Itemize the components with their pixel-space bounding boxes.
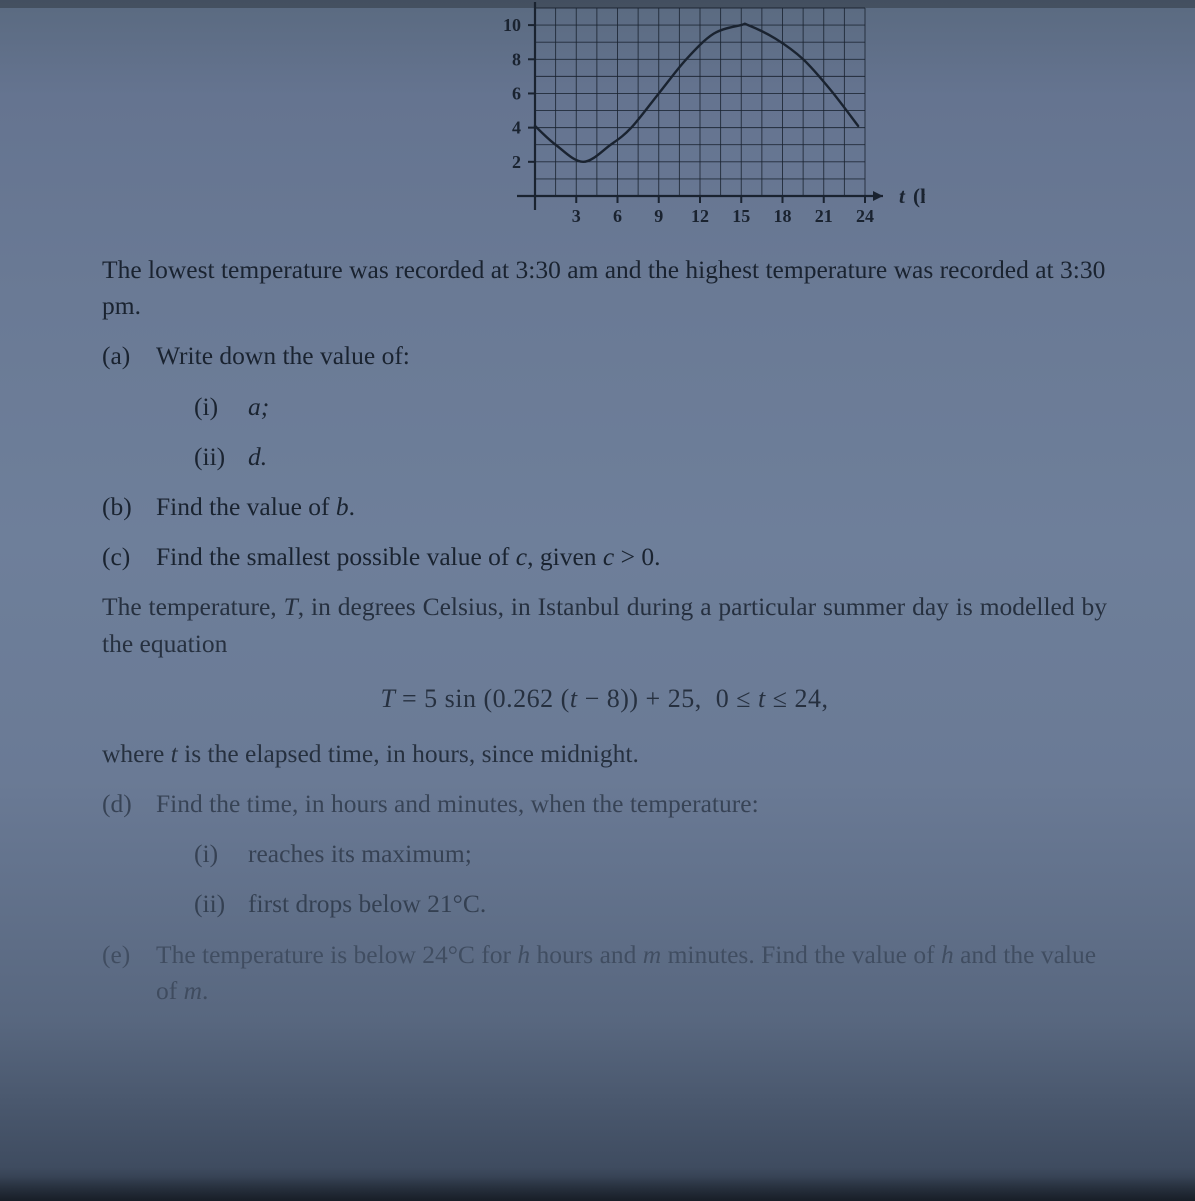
part-d-text: Find the time, in hours and minutes, whe… [156, 786, 759, 822]
intro-text: The lowest temperature was recorded at 3… [102, 252, 1107, 324]
part-b-label: (b) [102, 492, 156, 522]
svg-text:15: 15 [732, 206, 750, 226]
part-d-i: (i) reaches its maximum; [102, 836, 1107, 872]
svg-text:9: 9 [654, 206, 663, 226]
part-c-label: (c) [102, 542, 156, 572]
svg-text:6: 6 [613, 206, 622, 226]
part-a-ii-label: (ii) [194, 442, 248, 472]
svg-text:t: t [899, 184, 906, 208]
svg-text:(hours): (hours) [913, 184, 925, 208]
page-content: 3691215182124246810t(hours) The lowest t… [0, 0, 1195, 1201]
part-d-ii-text: first drops below 21°C. [248, 886, 486, 922]
part-a-ii: (ii) d. [102, 439, 1107, 475]
part-d-i-label: (i) [194, 839, 248, 869]
svg-text:8: 8 [512, 49, 521, 69]
svg-text:24: 24 [856, 206, 874, 226]
part-e: (e) The temperature is below 24°C for h … [102, 937, 1107, 1009]
part-d-ii: (ii) first drops below 21°C. [102, 886, 1107, 922]
istanbul-text: The temperature, T, in degrees Celsius, … [102, 589, 1107, 661]
temperature-chart: 3691215182124246810t(hours) [285, 0, 925, 234]
part-e-text: The temperature is below 24°C for h hour… [156, 937, 1107, 1009]
part-d-i-text: reaches its maximum; [248, 836, 472, 872]
svg-text:18: 18 [773, 206, 791, 226]
svg-text:4: 4 [512, 118, 521, 138]
svg-text:12: 12 [691, 206, 709, 226]
part-b-text: Find the value of b. [156, 489, 355, 525]
part-a-i-label: (i) [194, 392, 248, 422]
chart-container: 3691215182124246810t(hours) [102, 0, 1107, 234]
part-a-label: (a) [102, 341, 156, 371]
svg-text:21: 21 [814, 206, 832, 226]
part-d: (d) Find the time, in hours and minutes,… [102, 786, 1107, 822]
part-a: (a) Write down the value of: [102, 338, 1107, 374]
part-c: (c) Find the smallest possible value of … [102, 539, 1107, 575]
part-e-label: (e) [102, 940, 156, 970]
part-b: (b) Find the value of b. [102, 489, 1107, 525]
svg-text:3: 3 [571, 206, 580, 226]
where-text: where t is the elapsed time, in hours, s… [102, 736, 1107, 772]
svg-text:10: 10 [503, 15, 521, 35]
svg-text:6: 6 [512, 83, 521, 103]
part-a-i-text: a; [248, 389, 269, 425]
part-a-text: Write down the value of: [156, 338, 410, 374]
svg-text:2: 2 [512, 152, 521, 172]
part-a-ii-text: d. [248, 439, 267, 475]
part-c-text: Find the smallest possible value of c, g… [156, 539, 661, 575]
part-a-i: (i) a; [102, 389, 1107, 425]
equation: T = 5 sin (0.262 (t − 8)) + 25, 0 ≤ t ≤ … [102, 684, 1107, 714]
part-d-label: (d) [102, 789, 156, 819]
part-d-ii-label: (ii) [194, 889, 248, 919]
bottom-vignette [0, 1167, 1195, 1201]
